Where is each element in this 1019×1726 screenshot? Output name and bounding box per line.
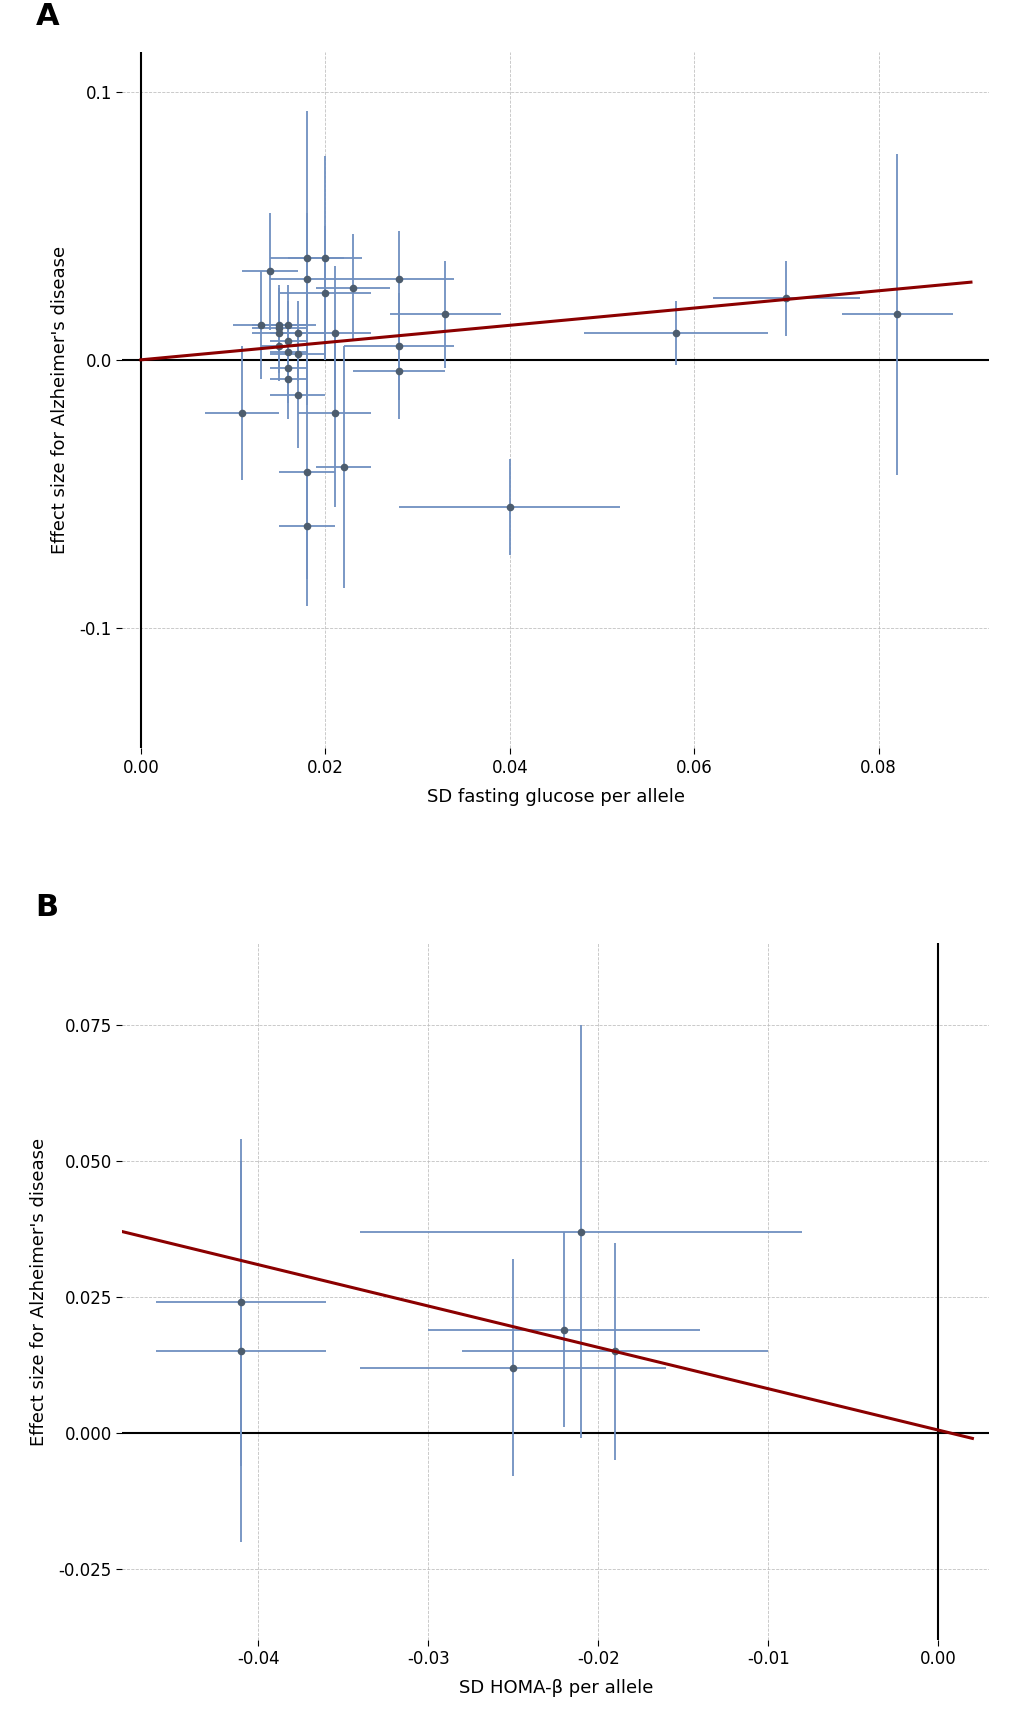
Text: A: A	[36, 2, 59, 31]
X-axis label: SD fasting glucose per allele: SD fasting glucose per allele	[427, 787, 684, 806]
Y-axis label: Effect size for Alzheimer's disease: Effect size for Alzheimer's disease	[30, 1137, 48, 1446]
Text: B: B	[36, 894, 59, 922]
Y-axis label: Effect size for Alzheimer's disease: Effect size for Alzheimer's disease	[51, 245, 68, 554]
X-axis label: SD HOMA-β per allele: SD HOMA-β per allele	[459, 1679, 652, 1697]
